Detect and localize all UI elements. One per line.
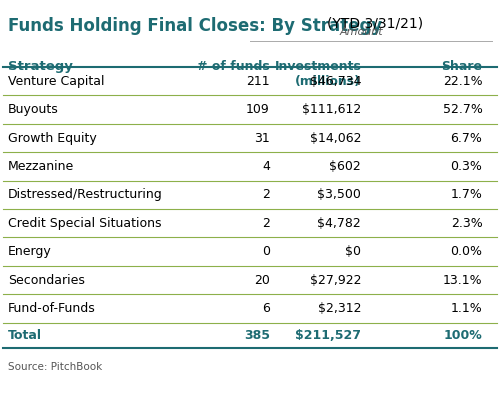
Text: 52.7%: 52.7% — [442, 103, 482, 116]
Text: $602: $602 — [330, 160, 361, 173]
Text: Strategy: Strategy — [8, 60, 72, 73]
Text: $2,312: $2,312 — [318, 302, 361, 315]
Text: 0.3%: 0.3% — [450, 160, 482, 173]
Text: 22.1%: 22.1% — [443, 75, 482, 88]
Text: $46,734: $46,734 — [310, 75, 361, 88]
Text: 13.1%: 13.1% — [443, 274, 482, 286]
Text: Source: PitchBook: Source: PitchBook — [8, 362, 102, 372]
Text: 1.1%: 1.1% — [450, 302, 482, 315]
Text: 385: 385 — [244, 329, 270, 342]
Text: Buyouts: Buyouts — [8, 103, 59, 116]
Text: 211: 211 — [246, 75, 270, 88]
Text: $3,500: $3,500 — [318, 188, 361, 201]
Text: 20: 20 — [254, 274, 270, 286]
Text: Credit Special Situations: Credit Special Situations — [8, 217, 161, 230]
Text: 0: 0 — [262, 245, 270, 258]
Text: 109: 109 — [246, 103, 270, 116]
Text: 0.0%: 0.0% — [450, 245, 482, 258]
Text: Mezzanine: Mezzanine — [8, 160, 74, 173]
Text: Distressed/Restructuring: Distressed/Restructuring — [8, 188, 162, 201]
Text: $111,612: $111,612 — [302, 103, 361, 116]
Text: $14,062: $14,062 — [310, 132, 361, 144]
Text: Fund-of-Funds: Fund-of-Funds — [8, 302, 96, 315]
Text: Funds Holding Final Closes: By Strategy: Funds Holding Final Closes: By Strategy — [8, 16, 382, 34]
Text: 100%: 100% — [444, 329, 482, 342]
Text: Amount: Amount — [340, 27, 383, 37]
Text: 2: 2 — [262, 217, 270, 230]
Text: 6: 6 — [262, 302, 270, 315]
Text: 2: 2 — [262, 188, 270, 201]
Text: 6.7%: 6.7% — [450, 132, 482, 144]
Text: Growth Equity: Growth Equity — [8, 132, 96, 144]
Text: (YTD 3/31/21): (YTD 3/31/21) — [326, 16, 423, 30]
Text: $27,922: $27,922 — [310, 274, 361, 286]
Text: Investments
(millions): Investments (millions) — [274, 60, 361, 88]
Text: Venture Capital: Venture Capital — [8, 75, 104, 88]
Text: Energy: Energy — [8, 245, 52, 258]
Text: Share: Share — [442, 60, 482, 73]
Text: Total: Total — [8, 329, 42, 342]
Text: Secondaries: Secondaries — [8, 274, 85, 286]
Text: 2.3%: 2.3% — [450, 217, 482, 230]
Text: # of funds: # of funds — [197, 60, 270, 73]
Text: $211,527: $211,527 — [295, 329, 361, 342]
Text: $4,782: $4,782 — [318, 217, 361, 230]
Text: 1.7%: 1.7% — [450, 188, 482, 201]
Text: 4: 4 — [262, 160, 270, 173]
Text: $0: $0 — [345, 245, 361, 258]
Text: 31: 31 — [254, 132, 270, 144]
